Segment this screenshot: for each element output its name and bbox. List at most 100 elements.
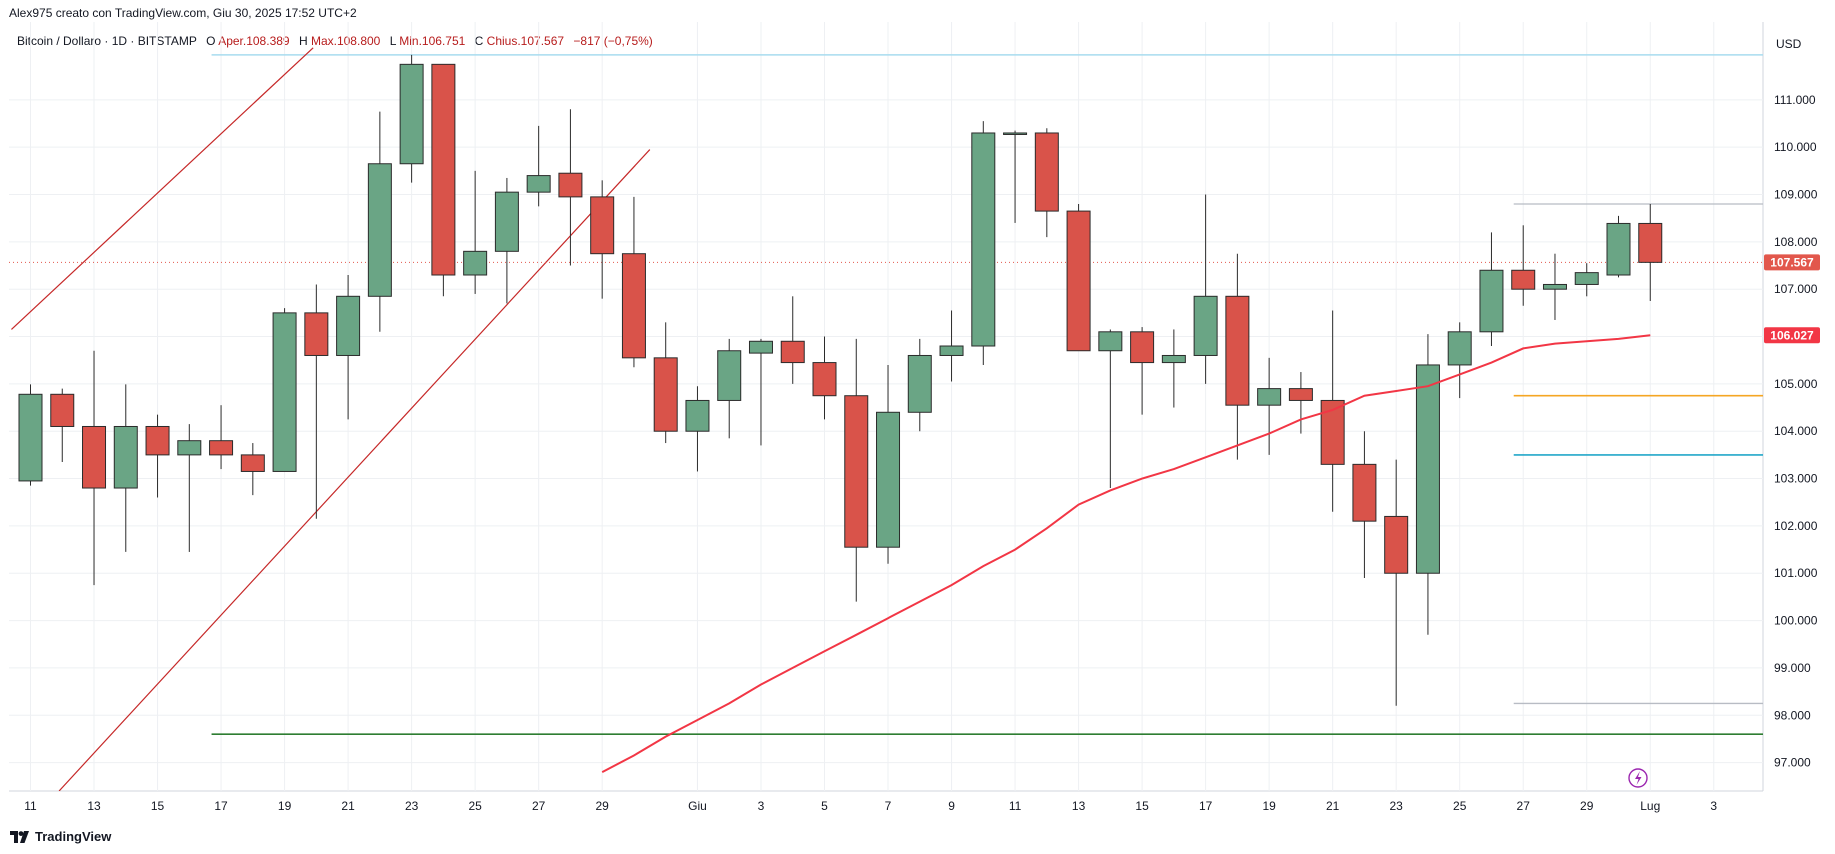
candle-down[interactable] bbox=[780, 296, 805, 384]
y-tick-label: 98.000 bbox=[1774, 708, 1811, 722]
candle-up[interactable] bbox=[1542, 253, 1567, 320]
candle-up[interactable] bbox=[367, 111, 392, 332]
x-tick-label: 19 bbox=[1262, 799, 1276, 813]
candle-body bbox=[621, 253, 646, 359]
x-tick-label: 27 bbox=[1517, 799, 1531, 813]
y-tick-label: 104.000 bbox=[1774, 424, 1818, 438]
candle-body bbox=[1384, 515, 1409, 574]
candle-up[interactable] bbox=[939, 310, 964, 382]
x-tick-label: 25 bbox=[1453, 799, 1467, 813]
candle-up[interactable] bbox=[685, 386, 710, 472]
candle-up[interactable] bbox=[1447, 322, 1472, 399]
candle-down[interactable] bbox=[304, 284, 329, 519]
candle-down[interactable] bbox=[590, 180, 615, 299]
candle-body bbox=[1479, 269, 1504, 333]
candle-down[interactable] bbox=[558, 109, 583, 266]
tradingview-logo[interactable]: TradingView bbox=[10, 829, 111, 844]
lightning-icon[interactable] bbox=[1628, 768, 1648, 788]
candle-up[interactable] bbox=[876, 364, 901, 564]
candle-body bbox=[209, 440, 234, 456]
symbol-label[interactable]: Bitcoin / Dollaro · 1D · BITSTAMP bbox=[17, 34, 197, 48]
x-tick-label: 9 bbox=[948, 799, 955, 813]
candle-down[interactable] bbox=[1288, 372, 1313, 434]
candle-up[interactable] bbox=[748, 338, 773, 446]
candle-up[interactable] bbox=[1479, 232, 1504, 347]
candle-down[interactable] bbox=[844, 338, 869, 602]
x-tick-label: 17 bbox=[214, 799, 228, 813]
candle-down[interactable] bbox=[1225, 253, 1250, 460]
y-tick-label: 111.000 bbox=[1774, 93, 1816, 107]
x-tick-label: 3 bbox=[758, 799, 765, 813]
candle-down[interactable] bbox=[240, 443, 265, 496]
candle-up[interactable] bbox=[717, 338, 742, 439]
candle-up[interactable] bbox=[526, 125, 551, 207]
candle-up[interactable] bbox=[113, 384, 138, 552]
overlay-layer bbox=[9, 47, 1763, 791]
candle-down[interactable] bbox=[1638, 203, 1663, 301]
candle-down[interactable] bbox=[1034, 128, 1059, 238]
y-tick-label: 101.000 bbox=[1774, 566, 1818, 580]
candle-down[interactable] bbox=[1511, 225, 1536, 306]
candle-body bbox=[717, 350, 742, 401]
candle-body bbox=[463, 250, 488, 276]
candle-up[interactable] bbox=[1574, 263, 1599, 297]
candle-body bbox=[1130, 331, 1155, 364]
candle-up[interactable] bbox=[1003, 130, 1028, 223]
candle-up[interactable] bbox=[971, 121, 996, 365]
candle-body bbox=[1003, 132, 1028, 135]
candle-up[interactable] bbox=[1257, 357, 1282, 455]
candle-body bbox=[82, 425, 107, 489]
candle-down[interactable] bbox=[1384, 459, 1409, 706]
candle-down[interactable] bbox=[653, 322, 678, 444]
x-tick-label: 11 bbox=[1009, 799, 1022, 813]
candle-body bbox=[272, 312, 297, 472]
last-price-tag: 107.567 bbox=[1764, 254, 1820, 271]
candle-down[interactable] bbox=[1320, 310, 1345, 512]
tradingview-brand: TradingView bbox=[35, 829, 112, 844]
candle-down[interactable] bbox=[812, 336, 837, 420]
candle-body bbox=[1193, 295, 1218, 356]
high-label: H bbox=[298, 34, 308, 48]
candle-down[interactable] bbox=[1352, 431, 1377, 578]
candle-up[interactable] bbox=[463, 170, 488, 294]
candle-up[interactable] bbox=[1161, 329, 1186, 408]
candle-up[interactable] bbox=[1193, 194, 1218, 384]
candle-up[interactable] bbox=[18, 384, 43, 486]
candle-body bbox=[1447, 331, 1472, 366]
x-tick-label: 21 bbox=[1326, 799, 1340, 813]
candle-down[interactable] bbox=[145, 414, 170, 498]
x-tick-label: 13 bbox=[1072, 799, 1086, 813]
candle-body bbox=[1225, 295, 1250, 406]
candle-down[interactable] bbox=[1130, 327, 1155, 415]
candle-down[interactable] bbox=[209, 405, 234, 470]
y-tick-label: 110.000 bbox=[1774, 140, 1817, 154]
x-tick-label: 3 bbox=[1710, 799, 1717, 813]
currency-label: USD bbox=[1776, 37, 1802, 51]
candle-down[interactable] bbox=[50, 388, 75, 462]
candle-up[interactable] bbox=[1098, 329, 1123, 489]
x-tick-label: 29 bbox=[1580, 799, 1594, 813]
candle-up[interactable] bbox=[177, 424, 202, 552]
candle-up[interactable] bbox=[272, 308, 297, 472]
candle-down[interactable] bbox=[621, 196, 646, 368]
x-tick-label: 5 bbox=[821, 799, 828, 813]
channel-lower bbox=[58, 149, 651, 791]
candle-up[interactable] bbox=[1606, 215, 1631, 278]
candle-up[interactable] bbox=[399, 54, 424, 183]
channel-upper bbox=[11, 47, 314, 330]
candle-body bbox=[1034, 132, 1059, 212]
candle-body bbox=[876, 411, 901, 548]
candle-up[interactable] bbox=[494, 177, 519, 304]
chart-header: Alex975 creato con TradingView.com, Giu … bbox=[9, 6, 357, 20]
candle-up[interactable] bbox=[336, 274, 361, 420]
candle-body bbox=[907, 354, 932, 413]
candle-down[interactable] bbox=[431, 63, 456, 297]
y-tick-label: 99.000 bbox=[1774, 661, 1811, 675]
candle-body bbox=[558, 172, 583, 198]
candle-up[interactable] bbox=[907, 338, 932, 432]
candle-down[interactable] bbox=[1066, 203, 1091, 352]
candle-down[interactable] bbox=[82, 350, 107, 586]
candle-body bbox=[526, 175, 551, 193]
candle-up[interactable] bbox=[1415, 334, 1440, 635]
